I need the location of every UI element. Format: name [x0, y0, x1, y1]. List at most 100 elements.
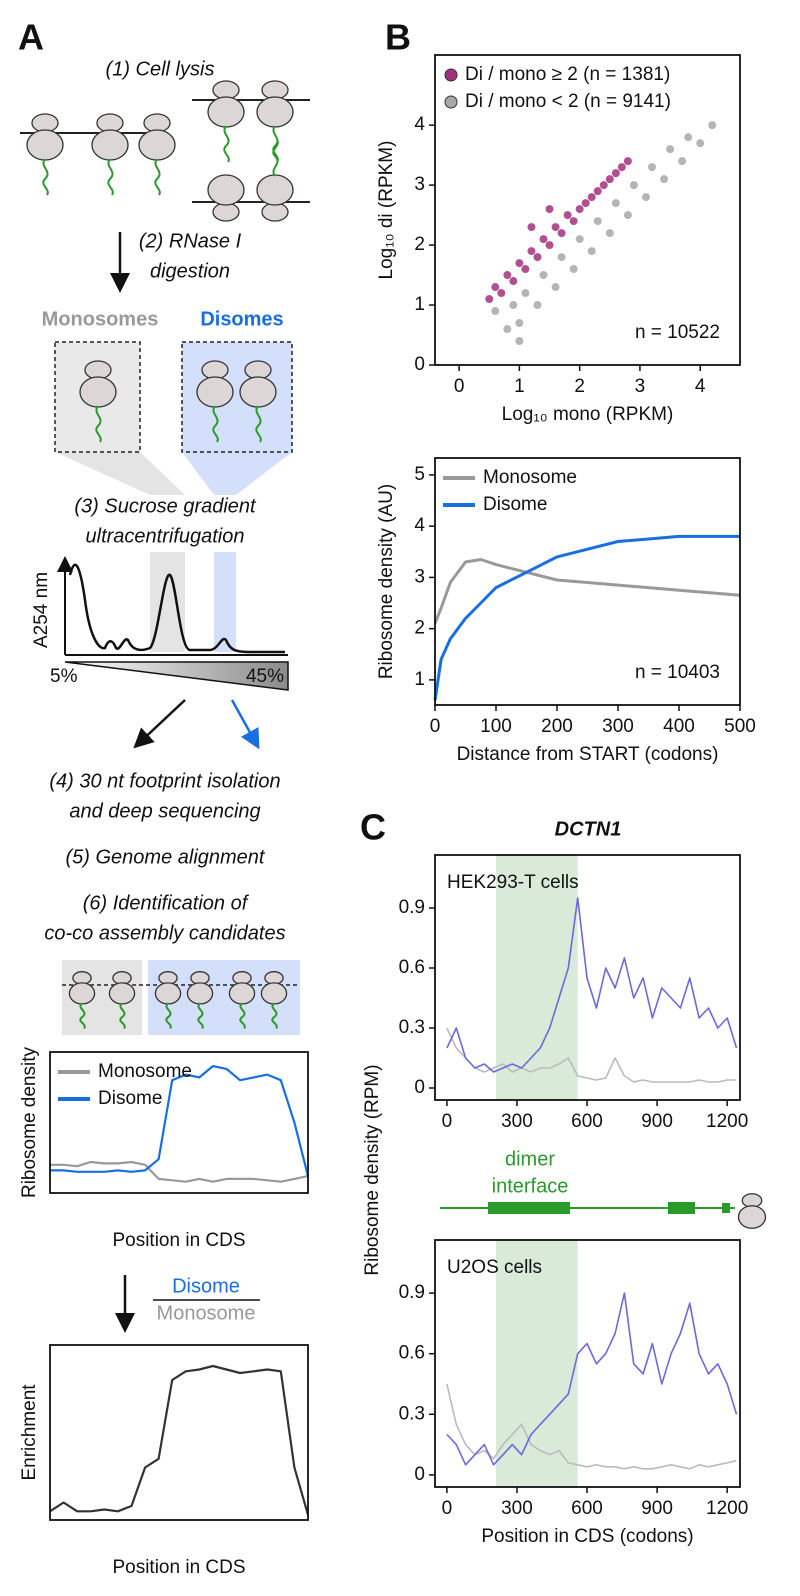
y-tick-label: 0.9 — [399, 897, 425, 918]
ribosome-large — [26, 129, 64, 161]
y-tick-label: 1 — [414, 294, 425, 315]
point — [557, 229, 566, 238]
nascent-chain — [197, 1002, 204, 1030]
y-tick-label: 2 — [414, 618, 425, 639]
series-line — [446, 1383, 737, 1470]
plot-frame — [434, 457, 741, 706]
point — [545, 241, 554, 250]
gradient-label: 45% — [246, 666, 284, 687]
ratio-label: Monosome — [157, 1302, 256, 1324]
series-line — [433, 534, 740, 701]
nascent-chain — [154, 158, 161, 196]
point — [521, 289, 530, 298]
step-text: and deep sequencing — [69, 800, 260, 822]
ribosome-small — [84, 360, 112, 380]
gradient — [64, 661, 289, 691]
point — [593, 187, 602, 196]
ribosome-large — [207, 174, 245, 206]
gene-domain — [488, 1202, 570, 1214]
y-axis-label: Ribosome density (RPM) — [362, 1064, 383, 1275]
ribosome-small — [212, 202, 240, 222]
point — [581, 199, 590, 208]
point — [521, 265, 530, 274]
y-axis-label: Ribosome density — [19, 1046, 40, 1198]
point — [527, 247, 536, 256]
y-tick-label: 0 — [414, 1077, 425, 1098]
x-axis-label: Log₁₀ mono (RPKM) — [502, 404, 674, 425]
ribosome-small — [96, 113, 124, 133]
point — [557, 253, 566, 262]
domain-label: dimer — [505, 1148, 555, 1170]
series-line — [446, 1292, 738, 1466]
ribosome-large — [108, 982, 136, 1005]
ribosome-small — [261, 202, 289, 222]
y-tick-label: 0.9 — [399, 1282, 425, 1303]
ribosome-large — [79, 376, 117, 408]
point — [593, 217, 602, 226]
y-tick-label: 4 — [414, 515, 425, 536]
point — [684, 133, 693, 142]
x-axis-label: Distance from START (codons) — [457, 744, 719, 765]
x-tick-label: 4 — [695, 376, 706, 397]
x-axis-label: Position in CDS — [112, 1557, 245, 1578]
point — [611, 199, 620, 208]
y-tick-label: 0 — [414, 354, 425, 375]
nascent-chain — [119, 1002, 126, 1030]
gene-title: DCTN1 — [555, 818, 622, 840]
legend-label: Disome — [483, 494, 547, 515]
legend-label: Monosome — [483, 467, 577, 488]
step-text: (2) RNase I — [139, 230, 242, 252]
step-text: co-co assembly candidates — [44, 922, 285, 944]
panel-label: C — [360, 807, 386, 848]
step-text: digestion — [150, 260, 230, 282]
point — [587, 193, 596, 202]
y-tick-label: 0 — [414, 1464, 425, 1485]
point — [515, 319, 524, 328]
point — [527, 223, 536, 232]
x-tick-label: 2 — [574, 376, 585, 397]
ribosome-small — [143, 113, 171, 133]
y-tick-label: 0.3 — [399, 1403, 425, 1424]
series-line — [446, 1027, 737, 1083]
ribosome-large — [138, 129, 176, 161]
x-tick-label: 1200 — [706, 1111, 748, 1132]
point — [647, 163, 656, 172]
y-tick-label: 1 — [414, 669, 425, 690]
y-tick-label: 4 — [414, 114, 425, 135]
series-line — [433, 558, 741, 625]
point — [539, 235, 548, 244]
x-tick-label: 100 — [480, 716, 512, 737]
point — [515, 259, 524, 268]
point — [563, 211, 572, 220]
ribosome-large — [91, 129, 129, 161]
nascent-chain — [272, 139, 279, 177]
series-line — [49, 1364, 310, 1516]
x-tick-label: 300 — [501, 1498, 533, 1519]
point — [605, 175, 614, 184]
x-tick-label: 1 — [514, 376, 525, 397]
x-tick-label: 0 — [442, 1498, 453, 1519]
point — [641, 193, 650, 202]
ratio-label: Disome — [172, 1275, 240, 1297]
step-text: (4) 30 nt footprint isolation — [49, 770, 280, 792]
x-tick-label: 0 — [454, 376, 465, 397]
legend-label: Di / mono < 2 (n = 9141) — [465, 91, 671, 112]
point — [623, 211, 632, 220]
y-axis-label: Ribosome density (AU) — [376, 484, 397, 679]
legend-label: Disome — [98, 1088, 162, 1109]
x-tick-label: 900 — [641, 1498, 673, 1519]
a254-profile — [68, 563, 285, 654]
point — [569, 265, 578, 274]
point — [599, 181, 608, 190]
ribosome-large — [196, 376, 234, 408]
ribosome-large — [256, 174, 294, 206]
gene-domain — [722, 1203, 730, 1213]
ribosome-large — [228, 982, 256, 1005]
series-line — [50, 1065, 310, 1177]
y-axis-label: Enrichment — [19, 1384, 40, 1481]
domain-label: interface — [492, 1175, 569, 1197]
nascent-chain — [79, 1002, 86, 1030]
x-axis-label: Position in CDS — [112, 1230, 245, 1251]
x-tick-label: 600 — [571, 1498, 603, 1519]
